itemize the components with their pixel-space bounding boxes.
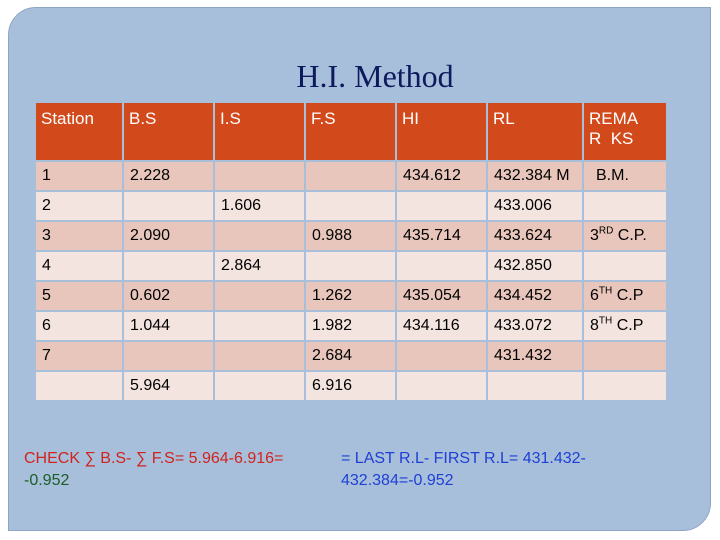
cell-station: 4	[36, 252, 122, 280]
cell-remarks: 3RD C.P.	[584, 222, 666, 250]
table-row: 4 2.864 432.850	[36, 252, 666, 280]
remarks-label: C.P	[612, 317, 644, 334]
table-row: 3 2.090 0.988 435.714 433.624 3RD C.P.	[36, 222, 666, 250]
cell-rl	[488, 372, 582, 400]
cell-rl: 433.006	[488, 192, 582, 220]
table-row: 5 0.602 1.262 435.054 434.452 6TH C.P	[36, 282, 666, 310]
cell-is	[215, 372, 304, 400]
cell-station: 3	[36, 222, 122, 250]
cell-station: 7	[36, 342, 122, 370]
remarks-suffix: TH	[598, 285, 613, 297]
cell-fs: 2.684	[306, 342, 395, 370]
header-hi: HI	[397, 103, 486, 160]
cell-is	[215, 312, 304, 340]
header-fs: F.S	[306, 103, 395, 160]
remarks-label: C.P.	[613, 227, 647, 244]
cell-fs: 6.916	[306, 372, 395, 400]
cell-hi: 434.116	[397, 312, 486, 340]
remarks-label: C.P	[612, 287, 644, 304]
cell-station: 6	[36, 312, 122, 340]
cell-hi	[397, 372, 486, 400]
page-title: H.I. Method	[296, 58, 454, 94]
cell-rl: 434.452	[488, 282, 582, 310]
header-is: I.S	[215, 103, 304, 160]
table-row: 5.964 6.916	[36, 372, 666, 400]
header-bs: B.S	[124, 103, 213, 160]
cell-remarks: 6TH C.P	[584, 282, 666, 310]
remarks-suffix: RD	[598, 225, 614, 237]
cell-fs	[306, 192, 395, 220]
cell-is: 1.606	[215, 192, 304, 220]
header-remarks: REMA R KS	[584, 103, 666, 160]
cell-fs	[306, 162, 395, 190]
cell-bs	[124, 252, 213, 280]
remarks-suffix: TH	[598, 315, 613, 327]
table-row: 7 2.684 431.432	[36, 342, 666, 370]
cell-rl: 432.850	[488, 252, 582, 280]
cell-remarks	[584, 252, 666, 280]
levelling-table: Station B.S I.S F.S HI RL REMA R KS 1 2.22…	[34, 101, 668, 402]
cell-is	[215, 222, 304, 250]
cell-is	[215, 162, 304, 190]
cell-bs: 0.602	[124, 282, 213, 310]
cell-station	[36, 372, 122, 400]
cell-remarks	[584, 342, 666, 370]
cell-is	[215, 282, 304, 310]
cell-hi: 434.612	[397, 162, 486, 190]
check-bs-fs-result: -0.952	[24, 472, 70, 489]
cell-hi	[397, 342, 486, 370]
header-station: Station	[36, 103, 122, 160]
cell-remarks: 8TH C.P	[584, 312, 666, 340]
cell-remarks	[584, 372, 666, 400]
cell-fs: 0.988	[306, 222, 395, 250]
cell-fs	[306, 252, 395, 280]
table-row: 6 1.044 1.982 434.116 433.072 8TH C.P	[36, 312, 666, 340]
cell-bs: 2.090	[124, 222, 213, 250]
check-bs-fs: CHECK ∑ B.S- ∑ F.S= 5.964-6.916= -0.952	[24, 448, 334, 492]
header-remarks-line1: REMA	[589, 109, 639, 128]
cell-station: 1	[36, 162, 122, 190]
cell-hi: 435.054	[397, 282, 486, 310]
cell-rl: 433.624	[488, 222, 582, 250]
check-rl-text: = LAST R.L- FIRST R.L= 431.432-432.384=	[341, 450, 586, 489]
cell-hi	[397, 192, 486, 220]
header-rl: RL	[488, 103, 582, 160]
table-header-row: Station B.S I.S F.S HI RL REMA R KS	[36, 103, 666, 160]
check-rl: = LAST R.L- FIRST R.L= 431.432-432.384=-…	[341, 448, 641, 492]
cell-bs: 2.228	[124, 162, 213, 190]
table-row: 1 2.228 434.612 432.384 M B.M.	[36, 162, 666, 190]
cell-bs	[124, 192, 213, 220]
cell-rl: 433.072	[488, 312, 582, 340]
cell-fs: 1.982	[306, 312, 395, 340]
cell-bs: 1.044	[124, 312, 213, 340]
check-rl-result: -0.952	[408, 472, 454, 489]
remarks-number: 6	[590, 287, 599, 304]
cell-is	[215, 342, 304, 370]
cell-bs: 5.964	[124, 372, 213, 400]
table-row: 2 1.606 433.006	[36, 192, 666, 220]
cell-fs: 1.262	[306, 282, 395, 310]
cell-is: 2.864	[215, 252, 304, 280]
cell-hi: 435.714	[397, 222, 486, 250]
cell-remarks: B.M.	[584, 162, 666, 190]
header-remarks-line2: R KS	[589, 129, 634, 148]
remarks-number: 3	[590, 227, 599, 244]
cell-rl: 432.384 M	[488, 162, 582, 190]
cell-station: 2	[36, 192, 122, 220]
check-bs-fs-text: CHECK ∑ B.S- ∑ F.S= 5.964-6.916=	[24, 450, 284, 467]
cell-remarks	[584, 192, 666, 220]
cell-station: 5	[36, 282, 122, 310]
remarks-number: 8	[590, 317, 599, 334]
cell-rl: 431.432	[488, 342, 582, 370]
cell-hi	[397, 252, 486, 280]
cell-bs	[124, 342, 213, 370]
